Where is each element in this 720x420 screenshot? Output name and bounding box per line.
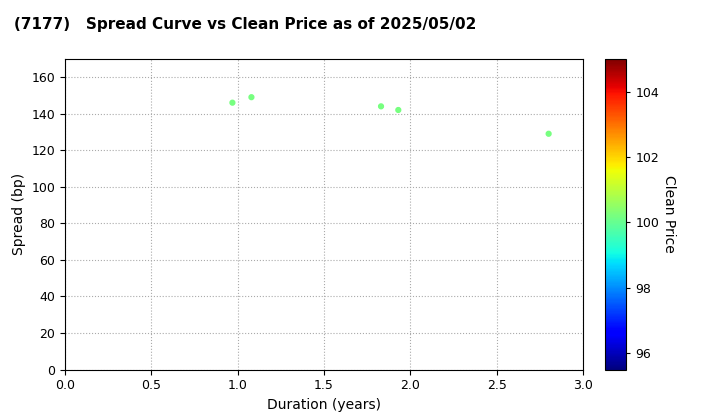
- Point: [227, 99, 238, 106]
- Point: [392, 107, 404, 113]
- X-axis label: Duration (years): Duration (years): [267, 398, 381, 412]
- Y-axis label: Spread (bp): Spread (bp): [12, 173, 26, 255]
- Point: [375, 103, 387, 110]
- Point: [246, 94, 257, 100]
- Text: (7177)   Spread Curve vs Clean Price as of 2025/05/02: (7177) Spread Curve vs Clean Price as of…: [14, 17, 477, 32]
- Y-axis label: Clean Price: Clean Price: [662, 175, 676, 253]
- Point: [543, 130, 554, 137]
